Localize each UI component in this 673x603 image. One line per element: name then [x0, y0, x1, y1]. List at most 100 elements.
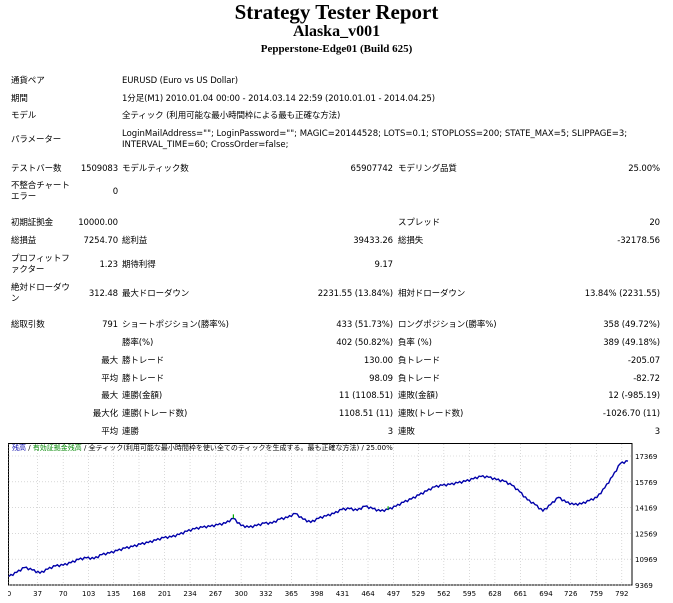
loss-label: 負率 (%) — [398, 338, 432, 348]
x-tick-label: 792 — [615, 590, 628, 598]
balance-chart: 0 37 70 103 135 168 201 234 267 300 332 365 398 431 46… — [8, 443, 657, 598]
legend-equity: 有効証拠金残高 — [32, 444, 82, 452]
gross-profit-value: 39433.26 — [353, 236, 393, 246]
x-tick-label: 431 — [336, 590, 349, 598]
largest-win-label: 勝トレード — [122, 356, 165, 366]
period-label: 期間 — [11, 94, 28, 104]
mismatch-value: 0 — [112, 187, 118, 197]
x-tick-label: 267 — [209, 590, 222, 598]
cons-losses-label: 連敗(金額) — [398, 391, 439, 401]
average-label: 平均 — [101, 374, 118, 384]
cons-profit-value: 1108.51 (11) — [338, 409, 393, 419]
x-tick-label: 398 — [310, 590, 323, 598]
gross-loss-value: -32178.56 — [617, 236, 660, 246]
ticks-value: 65907742 — [350, 164, 394, 174]
balance-series-line — [8, 460, 629, 577]
avg-win-label: 勝トレード — [122, 374, 165, 384]
largest-loss-value: -205.07 — [627, 356, 660, 366]
avg-cons-losses-label: 連敗 — [398, 427, 415, 437]
largest-win-value: 130.00 — [363, 356, 393, 366]
x-tick-label: 562 — [437, 590, 450, 598]
payoff-value: 9.17 — [374, 260, 393, 270]
x-tick-label: 300 — [234, 590, 247, 598]
short-label: ショートポジション(勝率%) — [122, 320, 229, 330]
x-tick-label: 70 — [59, 590, 68, 598]
avg-win-value: 98.09 — [369, 374, 393, 384]
x-tick-label: 759 — [590, 590, 603, 598]
model-value: 全ティック (利用可能な最小時間枠による最も正確な方法) — [122, 111, 341, 121]
model-label: モデル — [11, 111, 37, 121]
x-tick-label: 661 — [514, 590, 527, 598]
cons-loss-label: 連敗(トレード数) — [398, 409, 464, 419]
gross-loss-label: 総損失 — [398, 236, 424, 246]
x-tick-label: 0 — [8, 590, 11, 598]
y-tick-label: 17369 — [635, 453, 657, 461]
profit-factor-label: プロフィットファクター — [11, 254, 70, 275]
cons-loss-value: -1026.70 (11) — [602, 409, 660, 419]
cons-profit-label: 連勝(トレード数) — [122, 409, 188, 419]
maximal-label: 最大化 — [92, 409, 118, 419]
x-tick-label: 103 — [82, 590, 95, 598]
avg-loss-value: -82.72 — [633, 374, 660, 384]
avg-loss-label: 負トレード — [398, 374, 441, 384]
profit-factor-value: 1.23 — [99, 260, 118, 270]
payoff-label: 期待利得 — [122, 260, 156, 270]
rel-dd-label: 相対ドローダウン — [398, 289, 466, 299]
ticks-label: モデルティック数 — [122, 164, 189, 174]
mismatch-label: 不整合チャート エラー — [11, 181, 70, 202]
symbol-label: 通貨ペア — [11, 76, 45, 86]
x-tick-label: 464 — [361, 590, 375, 598]
abs-dd-label: 絶対ドローダウン — [11, 283, 70, 304]
long-label: ロングポジション(勝率%) — [398, 320, 497, 330]
avg-cons-wins-value: 3 — [387, 427, 393, 437]
params-value: LoginMailAddress=""; LoginPassword=""; M… — [122, 129, 628, 150]
bars-value: 1509083 — [80, 164, 118, 174]
x-tick-label: 529 — [412, 590, 425, 598]
legend-sep-2: / — [81, 444, 89, 452]
x-tick-label: 201 — [158, 590, 171, 598]
x-tick-label: 135 — [107, 590, 120, 598]
x-tick-label: 332 — [259, 590, 272, 598]
net-label: 総損益 — [11, 236, 37, 246]
cons-losses-value: 12 (-985.19) — [608, 391, 660, 401]
quality-label: モデリング品質 — [398, 164, 457, 174]
win-value: 402 (50.82%) — [336, 338, 393, 348]
rel-dd-value: 13.84% (2231.55) — [584, 289, 660, 299]
y-tick-label: 10969 — [635, 556, 657, 564]
win-label: 勝率(%) — [122, 338, 154, 348]
quality-value: 25.00% — [628, 164, 660, 174]
spread-value: 20 — [649, 218, 660, 228]
x-tick-label: 726 — [564, 590, 578, 598]
period-value: 1分足(M1) 2010.01.04 00:00 - 2014.03.14 22… — [122, 94, 435, 104]
legend-sep-1: / — [26, 444, 33, 452]
deposit-value: 10000.00 — [78, 218, 118, 228]
loss-value: 389 (49.18%) — [603, 338, 660, 348]
y-tick-label: 15769 — [635, 479, 657, 487]
legend-balance: 残高 — [12, 444, 26, 452]
params-label: パラメーター — [11, 135, 62, 145]
max-label: 最大 — [101, 391, 118, 401]
x-tick-label: 365 — [285, 590, 298, 598]
x-tick-label: 595 — [463, 590, 476, 598]
server-name: Pepperstone-Edge01 (Build 625) — [260, 43, 413, 55]
spread-label: スプレッド — [398, 218, 441, 228]
x-tick-label: 234 — [183, 590, 197, 598]
legend-model: 全ティック(利用可能な最小時間枠を使い全てのティックを生成する。最も正確な方法)… — [88, 444, 393, 452]
ea-name: Alaska_v001 — [292, 23, 381, 40]
chart-frame — [8, 443, 633, 586]
cons-wins-label: 連勝(金額) — [122, 391, 163, 401]
x-tick-label: 497 — [387, 590, 400, 598]
report-title: Strategy Tester Report — [234, 0, 439, 24]
gross-profit-label: 総利益 — [122, 236, 148, 246]
abs-dd-value: 312.48 — [88, 289, 118, 299]
x-tick-label: 694 — [539, 590, 553, 598]
x-tick-label: 37 — [33, 590, 42, 598]
total-trades-label: 総取引数 — [11, 320, 45, 330]
avg2-label: 平均 — [101, 427, 118, 437]
avg-cons-losses-value: 3 — [654, 427, 660, 437]
largest-loss-label: 負トレード — [398, 356, 441, 366]
x-tick-label: 628 — [488, 590, 501, 598]
short-value: 433 (51.73%) — [336, 320, 393, 330]
total-trades-value: 791 — [102, 320, 118, 330]
y-tick-label: 12569 — [635, 530, 657, 538]
